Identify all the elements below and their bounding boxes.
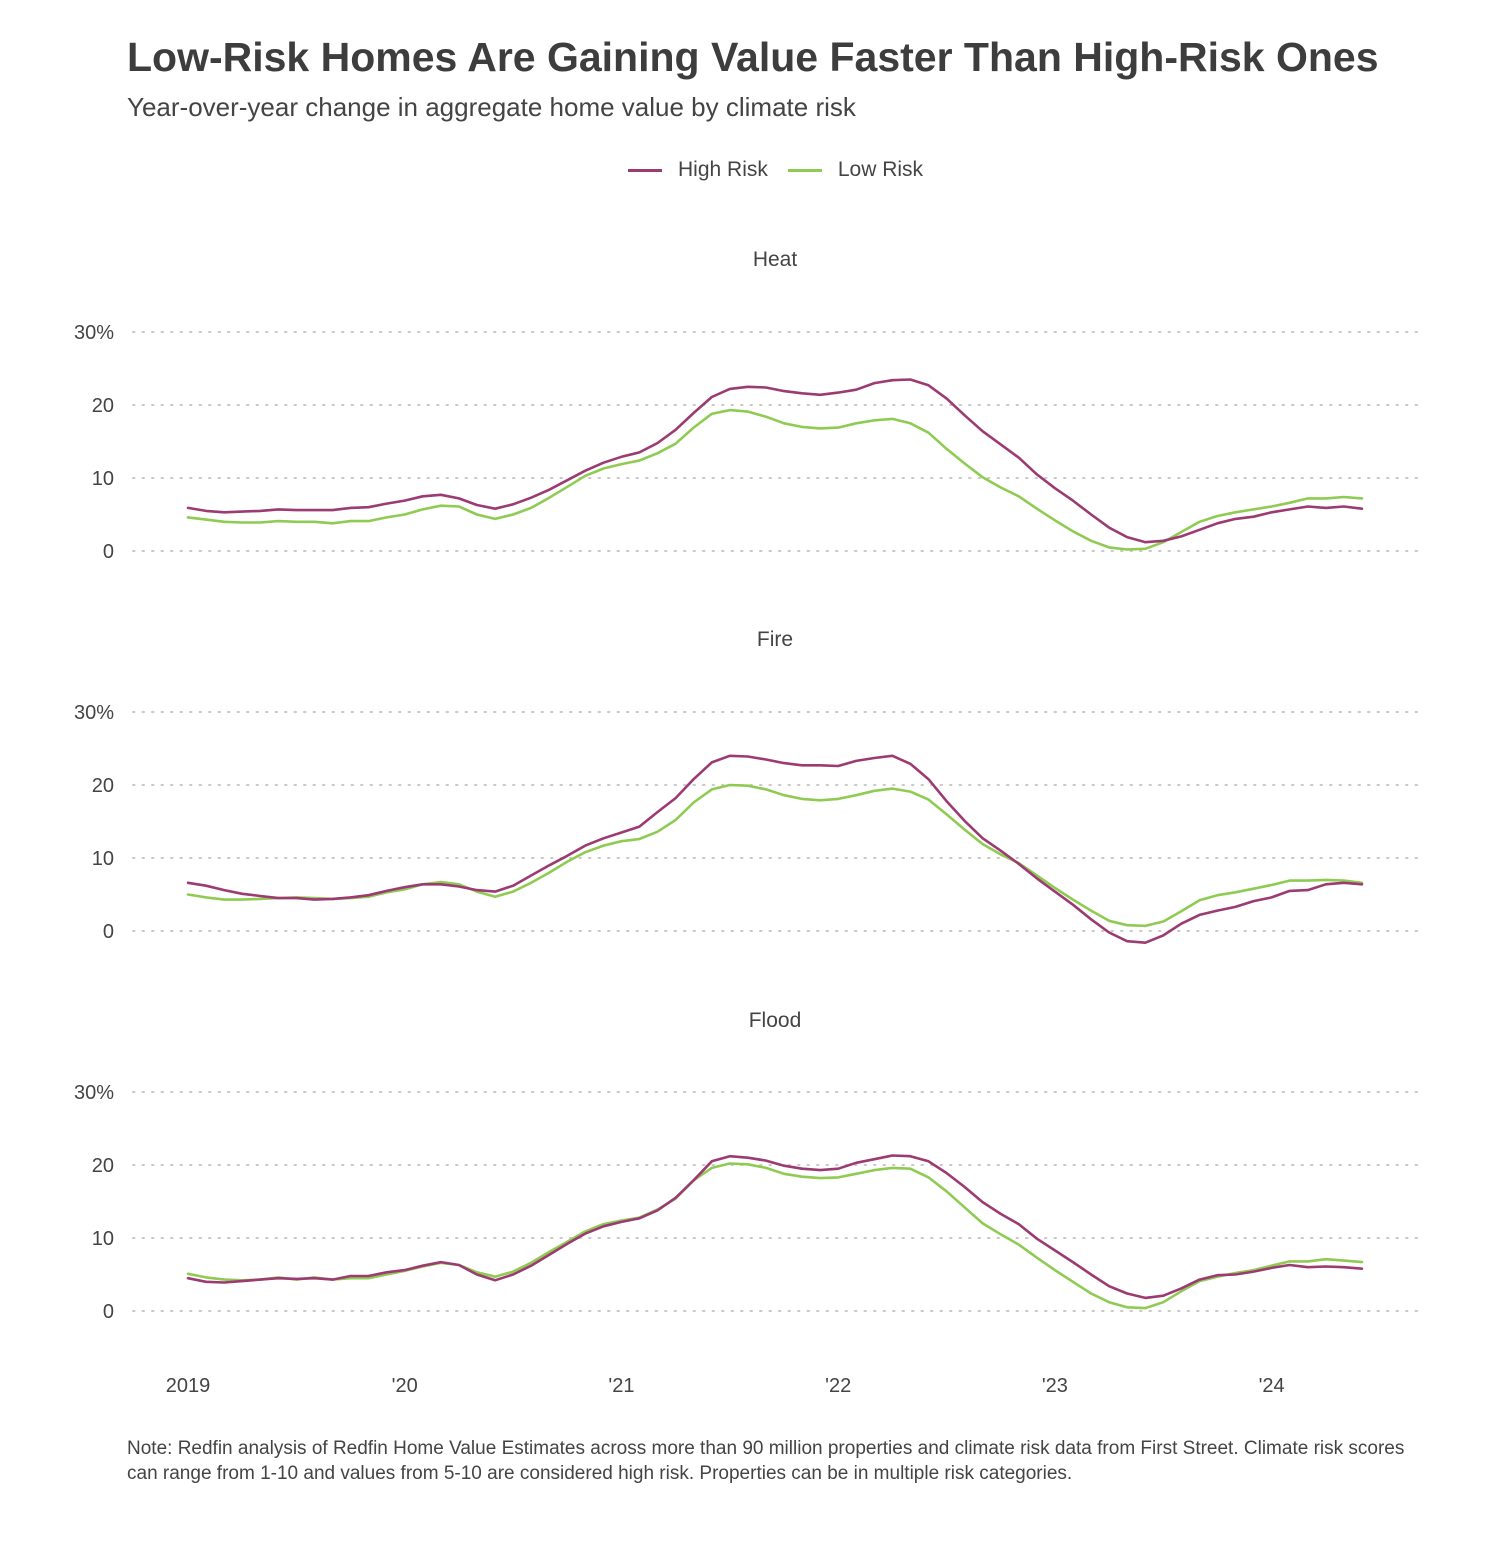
legend-item-high-risk: High Risk — [628, 158, 768, 182]
legend: High Risk Low Risk — [628, 158, 943, 182]
chart-subtitle: Year-over-year change in aggregate home … — [127, 92, 856, 122]
legend-label-low-risk: Low Risk — [837, 158, 924, 181]
x-tick-label: '21 — [608, 1375, 634, 1397]
series-line-fire-low-risk — [186, 783, 1364, 928]
chart-note: Note: Redfin analysis of Redfin Home Val… — [127, 1438, 1405, 1484]
panel-title-fire: Fire — [757, 628, 793, 651]
y-tick-label: 30% — [74, 1082, 114, 1104]
chart-title: Low-Risk Homes Are Gaining Value Faster … — [127, 34, 1379, 80]
y-tick-label: 30% — [74, 702, 114, 724]
y-tick-label: 20 — [92, 1155, 114, 1177]
legend-item-low-risk: Low Risk — [787, 158, 924, 182]
x-tick-label: '24 — [1259, 1375, 1285, 1397]
x-tick-label: '22 — [825, 1375, 851, 1397]
chart-panels: Heat 0 10 20 30% Fire 0 10 20 30% Flood 0 10 20 30% 201… — [74, 248, 1426, 1397]
series-line-heat-low-risk — [186, 408, 1364, 551]
legend-swatch-low-risk — [787, 168, 822, 172]
series-line-flood-high-risk — [186, 1154, 1364, 1300]
series-line-heat-high-risk — [186, 378, 1364, 544]
panel-title-flood: Flood — [749, 1009, 802, 1032]
y-tick-label: 0 — [103, 1301, 114, 1323]
series-line-fire-high-risk — [186, 754, 1364, 944]
series-line-flood-low-risk — [186, 1162, 1364, 1310]
y-tick-label: 0 — [103, 921, 114, 943]
x-tick-label: 2019 — [166, 1375, 211, 1397]
y-tick-label: 10 — [92, 848, 114, 870]
y-tick-label: 10 — [92, 468, 114, 490]
x-tick-label: '23 — [1042, 1375, 1068, 1397]
legend-swatch-high-risk — [628, 168, 662, 172]
legend-label-high-risk: High Risk — [678, 158, 768, 181]
y-tick-label: 20 — [92, 775, 114, 797]
y-tick-label: 30% — [74, 322, 114, 344]
y-tick-label: 0 — [103, 541, 114, 563]
y-tick-label: 10 — [92, 1228, 114, 1250]
x-tick-label: '20 — [392, 1375, 418, 1397]
panel-title-heat: Heat — [753, 248, 798, 271]
y-tick-label: 20 — [92, 395, 114, 417]
